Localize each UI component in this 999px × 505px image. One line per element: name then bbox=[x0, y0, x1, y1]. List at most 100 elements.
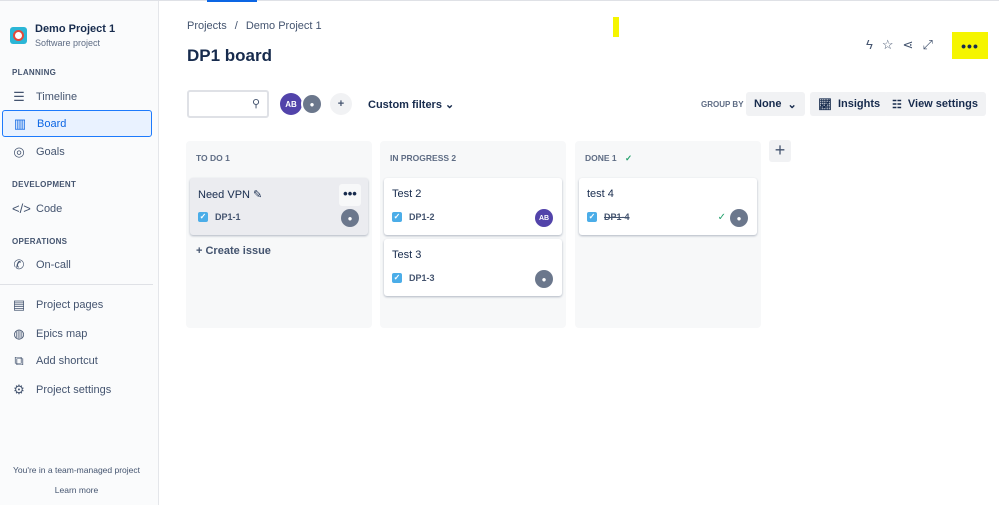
task-icon: ✓ bbox=[392, 212, 402, 222]
chevron-down-icon: ⌄ bbox=[445, 99, 455, 111]
view-settings-button[interactable]: ☷ View settings bbox=[884, 92, 986, 116]
group-by-select[interactable]: None ⌄ bbox=[746, 92, 805, 116]
column-todo: TO DO 1 Need VPN ✎ ••• ✓ DP1-1 ● + Create… bbox=[186, 141, 372, 328]
sidebar: Demo Project 1 Software project PLANNING… bbox=[0, 1, 159, 505]
header-actions: ϟ ☆ ⋖ ⤢ bbox=[866, 37, 933, 53]
chevron-down-icon: ⌄ bbox=[787, 98, 797, 111]
sidebar-item-label: Add shortcut bbox=[36, 354, 98, 367]
search-input[interactable]: ⚲ bbox=[187, 90, 269, 118]
done-check-icon: ✓ bbox=[717, 212, 726, 223]
sidebar-item-timeline[interactable]: ☰ Timeline bbox=[2, 83, 152, 110]
project-type: Software project bbox=[35, 38, 101, 48]
card-title: Test 2 bbox=[392, 188, 422, 200]
edit-icon[interactable]: ✎ bbox=[253, 189, 263, 201]
task-icon: ✓ bbox=[392, 273, 402, 283]
assignee-avatar[interactable]: ● bbox=[535, 270, 553, 288]
add-people-icon[interactable]: + bbox=[330, 93, 352, 115]
view-settings-label: View settings bbox=[907, 98, 978, 110]
check-icon: ✓ bbox=[625, 153, 633, 163]
sidebar-item-label: On-call bbox=[36, 258, 71, 271]
sidebar-item-project-pages[interactable]: ▤ Project pages bbox=[2, 291, 152, 318]
sidebar-item-label: Project pages bbox=[36, 298, 104, 311]
board-icon: ▥ bbox=[13, 115, 27, 131]
card-dp1-2[interactable]: Test 2 ✓ DP1-2 AB bbox=[384, 178, 562, 235]
project-name: Demo Project 1 bbox=[35, 23, 116, 35]
top-border bbox=[0, 0, 999, 1]
top-progress-indicator bbox=[207, 0, 257, 2]
sidebar-item-project-settings[interactable]: ⚙ Project settings bbox=[2, 376, 152, 403]
column-done: DONE 1 ✓ test 4 ✓ DP1-4 ✓ ● bbox=[575, 141, 761, 328]
code-icon: </> bbox=[12, 201, 31, 216]
column-title: IN PROGRESS 2 bbox=[390, 153, 457, 163]
issue-key[interactable]: DP1-2 bbox=[409, 212, 435, 222]
task-icon: ✓ bbox=[198, 212, 208, 222]
automation-icon[interactable]: ϟ bbox=[866, 37, 873, 52]
issue-key[interactable]: DP1-4 bbox=[604, 212, 630, 222]
sidebar-item-goals[interactable]: ◎ Goals bbox=[2, 138, 152, 165]
section-planning: PLANNING bbox=[12, 68, 57, 77]
more-actions-button[interactable]: ••• bbox=[952, 32, 988, 59]
breadcrumb-project[interactable]: Demo Project 1 bbox=[245, 20, 322, 32]
avatar-ab[interactable]: AB bbox=[280, 93, 302, 115]
card-dp1-4[interactable]: test 4 ✓ DP1-4 ✓ ● bbox=[579, 178, 757, 235]
project-header[interactable]: Demo Project 1 Software project bbox=[10, 23, 115, 48]
sidebar-item-board[interactable]: ▥ Board bbox=[2, 110, 152, 137]
sidebar-item-label: Timeline bbox=[36, 90, 78, 103]
issue-key[interactable]: DP1-3 bbox=[409, 273, 435, 283]
issue-key[interactable]: DP1-1 bbox=[215, 212, 241, 222]
sidebar-divider bbox=[0, 284, 153, 285]
create-issue-button[interactable]: + Create issue bbox=[196, 245, 271, 257]
share-icon[interactable]: ⋖ bbox=[902, 37, 914, 52]
highlight-mark bbox=[613, 17, 619, 37]
sidebar-item-label: Board bbox=[37, 117, 67, 130]
sidebar-item-label: Project settings bbox=[36, 383, 112, 396]
card-dp1-1[interactable]: Need VPN ✎ ••• ✓ DP1-1 ● bbox=[190, 178, 368, 235]
add-shortcut-icon: ⧉ bbox=[14, 352, 24, 368]
star-icon[interactable]: ☆ bbox=[881, 37, 894, 52]
card-more-button[interactable]: ••• bbox=[339, 184, 361, 206]
custom-filters-dropdown[interactable]: Custom filters ⌄ bbox=[368, 98, 454, 111]
avatar-unassigned[interactable]: ● bbox=[301, 93, 323, 115]
assignee-avatar[interactable]: ● bbox=[730, 209, 748, 227]
group-by-label: GROUP BY bbox=[701, 100, 744, 109]
pages-icon: ▤ bbox=[12, 296, 26, 312]
group-by-value: None bbox=[754, 98, 782, 110]
sidebar-item-code[interactable]: </> Code bbox=[2, 195, 152, 222]
sidebar-item-label: Epics map bbox=[36, 327, 88, 340]
assignee-avatar[interactable]: ● bbox=[341, 209, 359, 227]
card-title: Test 3 bbox=[392, 249, 422, 261]
custom-filters-label: Custom filters bbox=[368, 99, 442, 111]
learn-more-link[interactable]: Learn more bbox=[54, 485, 99, 495]
column-title: DONE 1 ✓ bbox=[585, 153, 632, 164]
sliders-icon: ☷ bbox=[892, 98, 902, 111]
card-title: test 4 bbox=[587, 188, 614, 200]
column-in-progress: IN PROGRESS 2 Test 2 ✓ DP1-2 AB Test 3 ✓ D… bbox=[380, 141, 566, 328]
sidebar-item-label: Goals bbox=[36, 145, 65, 158]
insights-button[interactable]: 📈︎ Insights bbox=[810, 92, 889, 116]
column-title-text: DONE 1 bbox=[585, 153, 617, 163]
breadcrumb-projects[interactable]: Projects bbox=[187, 20, 227, 32]
sidebar-item-label: Code bbox=[36, 202, 63, 215]
section-development: DEVELOPMENT bbox=[12, 180, 77, 189]
breadcrumb: Projects / Demo Project 1 bbox=[187, 20, 322, 32]
assignee-avatar[interactable]: AB bbox=[535, 209, 553, 227]
create-issue-label: Create issue bbox=[205, 245, 271, 257]
plus-icon: + bbox=[196, 245, 206, 257]
expand-icon[interactable]: ⤢ bbox=[922, 37, 933, 52]
sidebar-item-on-call[interactable]: ✆ On-call bbox=[2, 251, 152, 278]
section-operations: OPERATIONS bbox=[12, 237, 68, 246]
team-managed-note: You're in a team-managed project bbox=[13, 465, 140, 475]
on-call-icon: ✆ bbox=[13, 256, 25, 272]
page-title: DP1 board bbox=[187, 46, 273, 65]
card-dp1-3[interactable]: Test 3 ✓ DP1-3 ● bbox=[384, 239, 562, 296]
gear-icon: ⚙ bbox=[13, 381, 25, 397]
sidebar-item-add-shortcut[interactable]: ⧉ Add shortcut bbox=[2, 347, 152, 374]
column-title: TO DO 1 bbox=[196, 153, 230, 163]
add-column-button[interactable]: + bbox=[769, 140, 791, 162]
goals-icon: ◎ bbox=[13, 143, 25, 159]
insights-label: Insights bbox=[837, 98, 881, 110]
card-title: Need VPN bbox=[198, 189, 250, 201]
sidebar-item-epics-map[interactable]: ◍ Epics map bbox=[2, 320, 152, 347]
timeline-icon: ☰ bbox=[13, 88, 25, 104]
task-icon: ✓ bbox=[587, 212, 597, 222]
